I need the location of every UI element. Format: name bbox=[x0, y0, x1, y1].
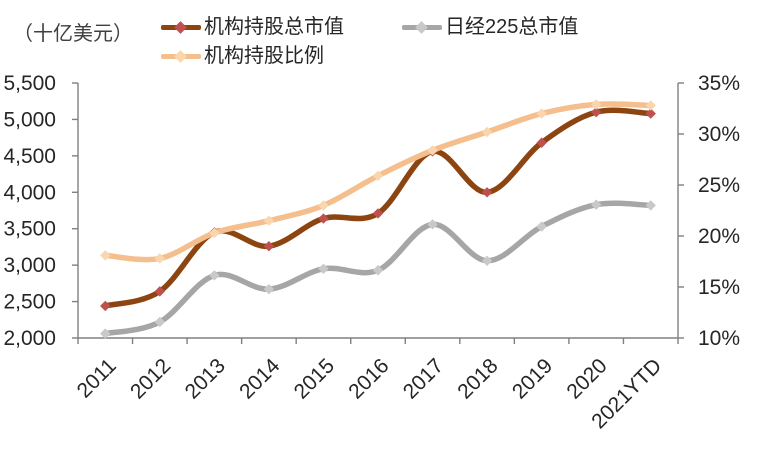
y-axis-right-tick-label: 15% bbox=[698, 276, 740, 299]
x-axis-category-label: 2019 bbox=[508, 354, 557, 403]
data-point-diamond-icon bbox=[590, 199, 602, 210]
data-point-diamond-icon bbox=[100, 328, 111, 339]
series-0 bbox=[100, 106, 656, 312]
data-point-diamond-icon bbox=[590, 99, 602, 110]
data-point-diamond-icon bbox=[427, 219, 438, 230]
axes: 2,000 2,500 3,000 3,500 4,000 4,500 5,000 5,500… bbox=[3, 72, 740, 433]
x-axis-category-label: 2017 bbox=[399, 354, 448, 403]
data-point-diamond-icon bbox=[372, 265, 384, 276]
data-point-diamond-icon bbox=[645, 100, 656, 111]
data-point-diamond-icon bbox=[318, 200, 329, 211]
legend-label: 机构持股总市值 bbox=[204, 16, 344, 38]
data-point-diamond-icon bbox=[427, 145, 438, 156]
y-axis-right-tick-label: 10% bbox=[698, 327, 740, 350]
y-axis-left-tick-label: 5,000 bbox=[3, 108, 56, 131]
x-axis-category-label: 2016 bbox=[344, 354, 393, 403]
y-axis-left-tick-label: 4,500 bbox=[3, 145, 56, 168]
y-axis-left-tick-label: 2,500 bbox=[3, 291, 56, 314]
data-point-diamond-icon bbox=[645, 108, 656, 119]
y-axis-left-tick-label: 5,500 bbox=[3, 72, 56, 95]
data-point-diamond-icon bbox=[263, 215, 275, 226]
data-point-diamond-icon bbox=[536, 137, 547, 148]
series-1 bbox=[100, 199, 656, 339]
data-point-diamond-icon bbox=[645, 200, 656, 211]
data-point-diamond-icon bbox=[536, 221, 547, 232]
legend-marker-line-diamond-icon bbox=[161, 44, 201, 68]
x-axis-category-label: 2013 bbox=[181, 354, 230, 403]
series-2 bbox=[100, 99, 656, 264]
y-axis-left-tick-label: 3,500 bbox=[3, 218, 56, 241]
data-point-diamond-icon bbox=[154, 253, 166, 264]
data-point-diamond-icon bbox=[263, 283, 275, 295]
x-axis-category-label: 2012 bbox=[126, 354, 175, 403]
data-point-diamond-icon bbox=[209, 270, 220, 281]
x-axis-category-label: 2011 bbox=[73, 354, 121, 402]
y-axis-right-tick-label: 25% bbox=[698, 174, 740, 197]
y-axis-right-tick-label: 35% bbox=[698, 72, 740, 95]
data-point-diamond-icon bbox=[590, 106, 602, 118]
y-axis-right-tick-label: 30% bbox=[698, 123, 740, 146]
y-axis-left-tick-label: 2,000 bbox=[3, 327, 56, 350]
legend-item-institutional-holdings-ratio: 机构持股比例 bbox=[161, 44, 324, 68]
x-axis-category-label: 2020 bbox=[562, 354, 611, 403]
data-point-diamond-icon bbox=[154, 286, 166, 297]
x-axis-category-label: 2015 bbox=[290, 354, 339, 403]
data-point-diamond-icon bbox=[481, 126, 493, 138]
data-point-diamond-icon bbox=[481, 187, 493, 198]
data-point-diamond-icon bbox=[100, 300, 111, 312]
legend-marker-line-diamond-icon bbox=[161, 15, 201, 39]
data-point-diamond-icon bbox=[100, 250, 111, 261]
series-line-0 bbox=[102, 107, 654, 309]
data-point-diamond-icon bbox=[154, 316, 166, 328]
series-markers-1 bbox=[100, 199, 656, 339]
legend-label: 日经225总市值 bbox=[445, 16, 579, 38]
legend-item-nikkei225-value: 日经225总市值 bbox=[402, 15, 578, 39]
data-point-diamond-icon bbox=[263, 241, 275, 252]
y-axis-left-tick-label: 4,000 bbox=[3, 181, 56, 204]
data-point-diamond-icon bbox=[318, 263, 329, 274]
data-point-diamond-icon bbox=[209, 227, 220, 239]
x-axis-category-label: 2018 bbox=[453, 354, 502, 403]
legend-marker-line-diamond-icon bbox=[402, 15, 442, 39]
legend-item-institutional-holdings-value: 机构持股总市值 bbox=[161, 15, 344, 39]
data-point-diamond-icon bbox=[481, 255, 493, 266]
series-markers-0 bbox=[100, 106, 656, 312]
series-markers-2 bbox=[100, 99, 656, 264]
y-axis-right-tick-label: 20% bbox=[698, 225, 740, 248]
legend-label: 机构持股比例 bbox=[204, 45, 324, 67]
data-point-diamond-icon bbox=[372, 170, 384, 182]
y-axis-left-tick-label: 3,000 bbox=[3, 254, 56, 277]
data-point-diamond-icon bbox=[372, 208, 384, 219]
left-axis-unit-label: （十亿美元） bbox=[13, 23, 133, 45]
data-point-diamond-icon bbox=[318, 213, 329, 224]
data-point-diamond-icon bbox=[536, 108, 547, 119]
x-axis-category-label: 2014 bbox=[235, 354, 285, 404]
